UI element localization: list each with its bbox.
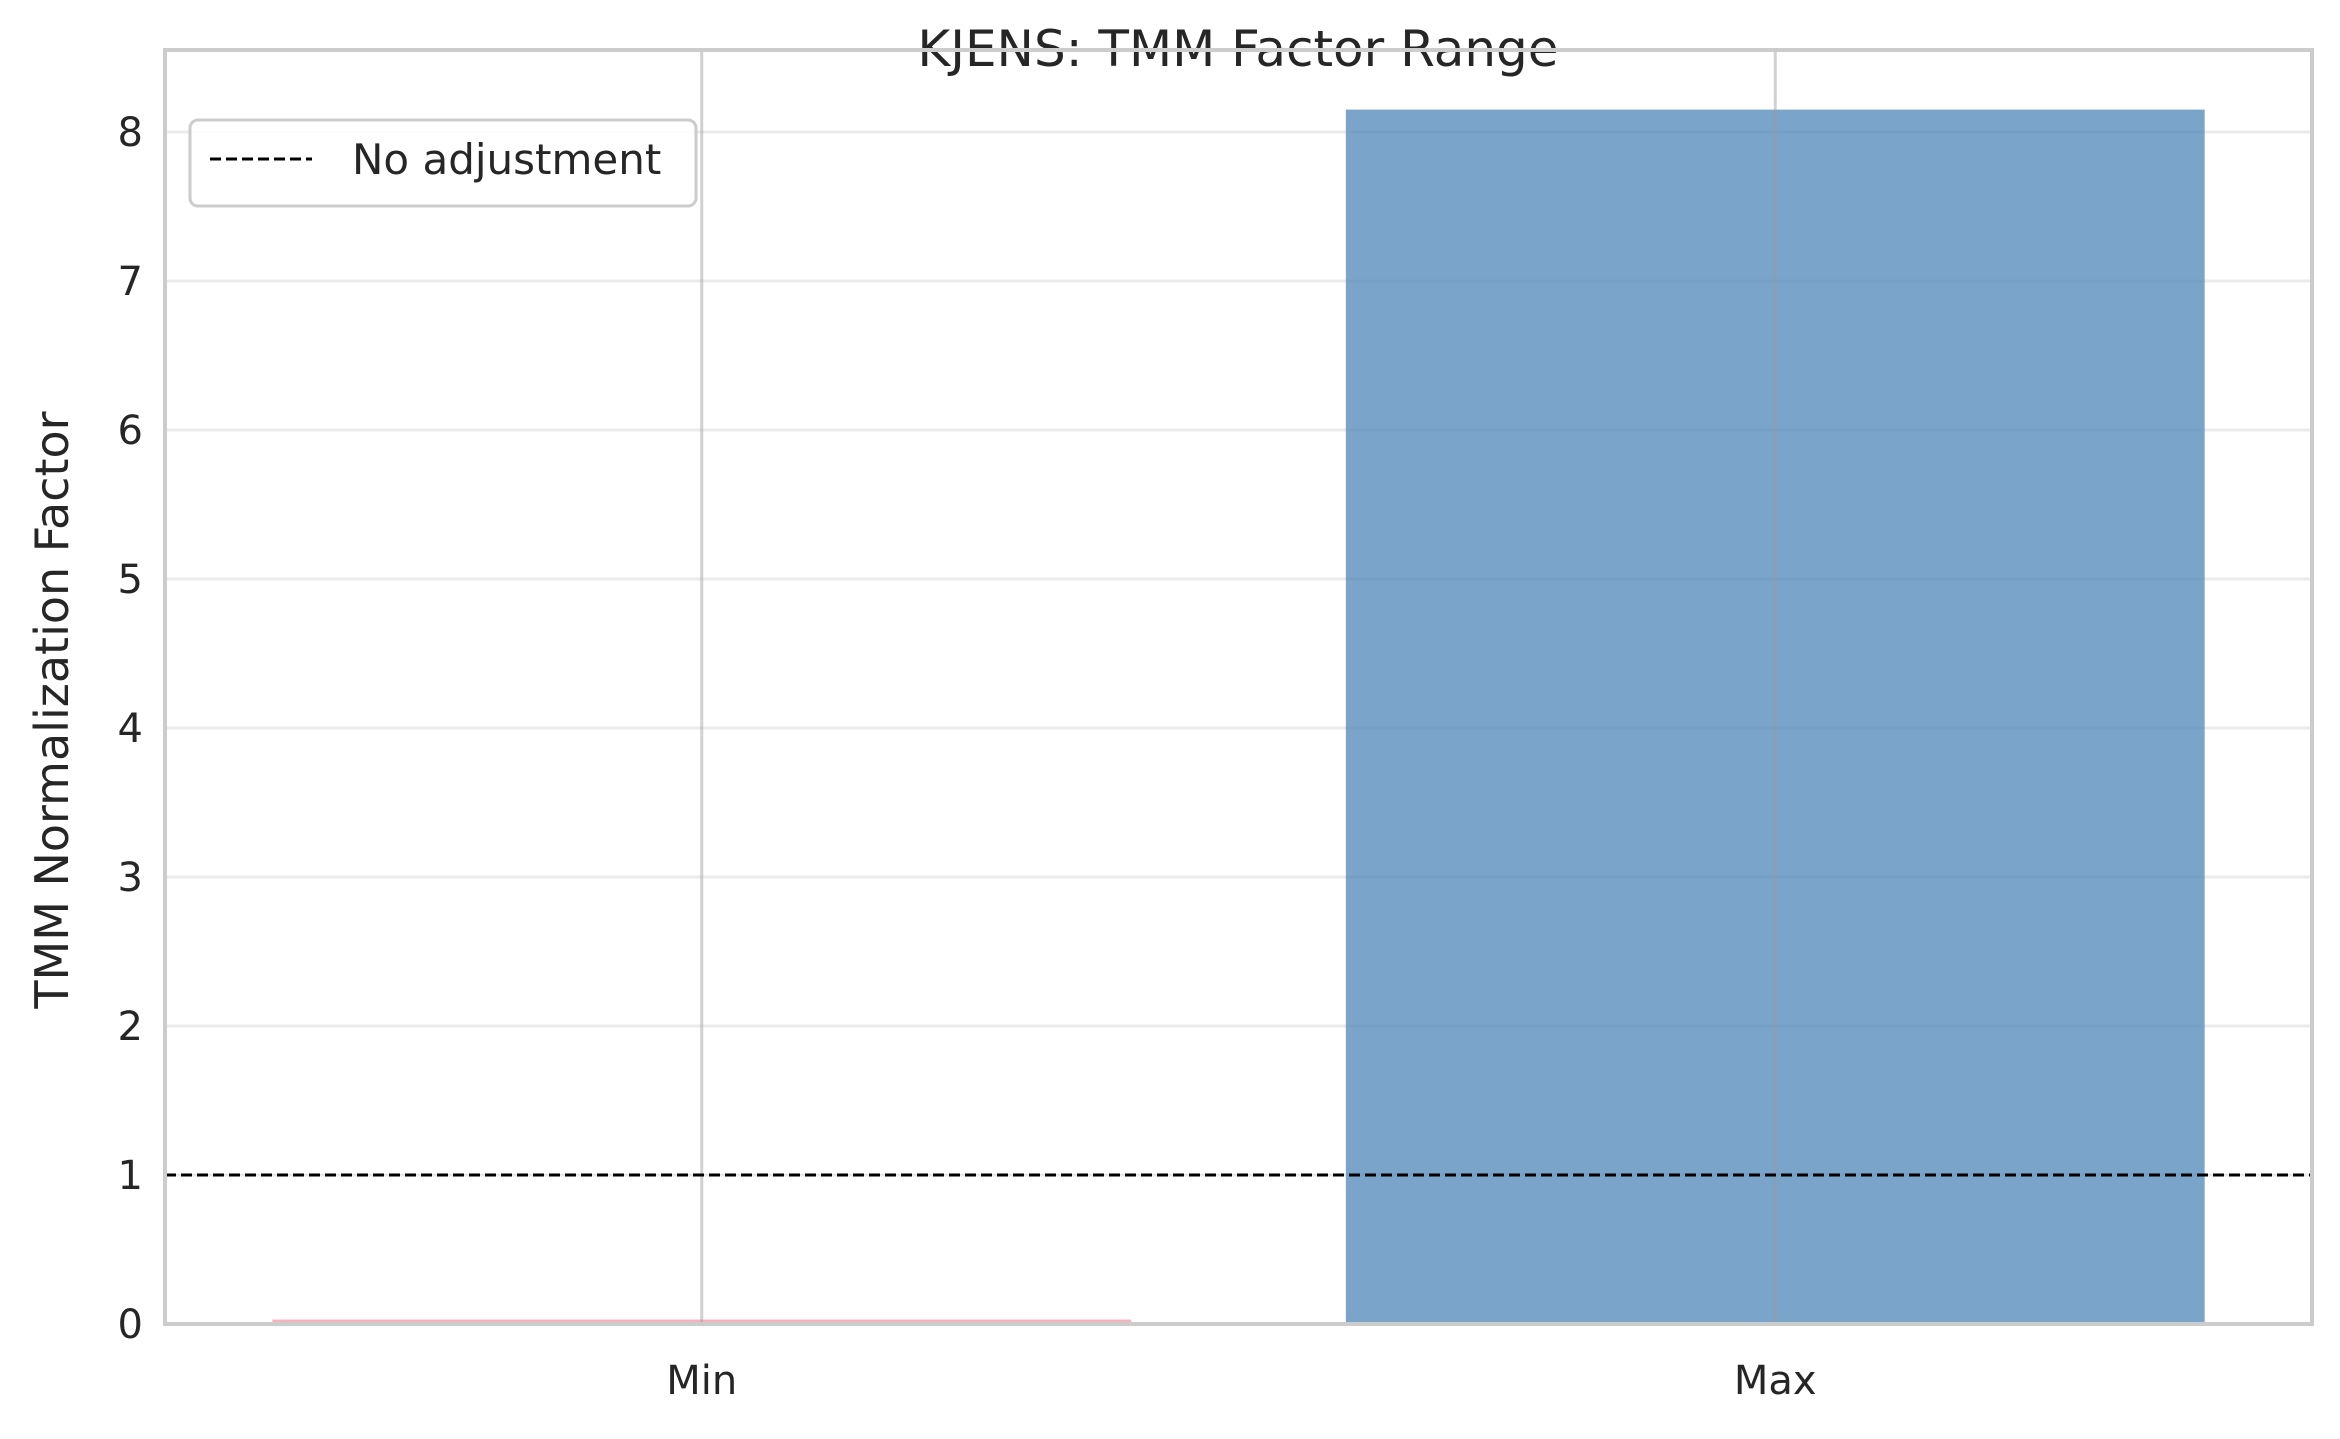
plot-frame <box>163 48 2314 1326</box>
legend: No adjustment <box>188 118 698 208</box>
y-tick-label: 2 <box>118 1004 143 1050</box>
y-tick-label: 5 <box>118 557 143 603</box>
y-tick-label: 4 <box>118 706 143 752</box>
x-tick-label-max: Max <box>1734 1358 1817 1404</box>
y-axis-title: TMM Normalization Factor <box>25 411 79 1009</box>
y-tick-label: 1 <box>118 1153 143 1199</box>
bar-min <box>272 1319 1132 1324</box>
tick-labels: 0 1 2 3 4 5 6 7 8 Min Max <box>118 110 1817 1404</box>
plot-frame-border <box>163 48 2314 1326</box>
x-tick-label-min: Min <box>666 1358 737 1404</box>
legend-box <box>188 118 698 208</box>
y-tick-label: 7 <box>118 259 143 305</box>
bar-max <box>1345 109 2205 1325</box>
bars <box>272 109 2205 1325</box>
legend-label: No adjustment <box>352 135 661 184</box>
y-tick-label: 8 <box>118 110 143 156</box>
y-tick-label: 3 <box>118 855 143 901</box>
y-tick-label: 6 <box>118 408 143 454</box>
y-tick-label: 0 <box>118 1302 143 1348</box>
